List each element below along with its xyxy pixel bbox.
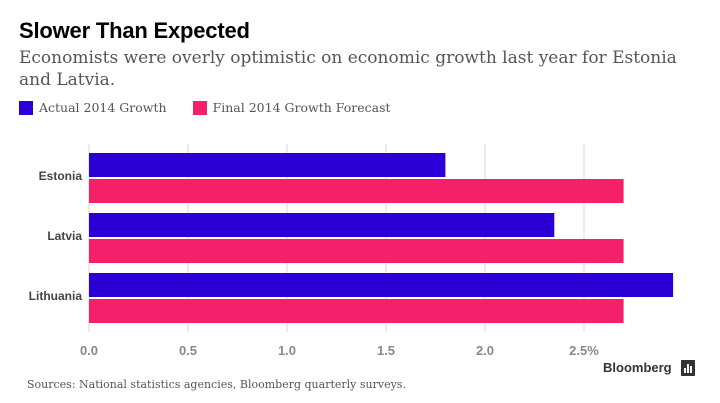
- chart-title: Slower Than Expected: [19, 18, 250, 43]
- bar-lithuania-forecast: [89, 299, 624, 323]
- bar-latvia-forecast: [89, 239, 624, 263]
- bar-latvia-actual: [89, 213, 555, 237]
- category-label-lithuania: Lithuania: [29, 289, 83, 303]
- bar-estonia-forecast: [89, 179, 624, 203]
- bar-estonia-actual: [89, 153, 446, 177]
- legend-swatch-forecast: [192, 100, 207, 115]
- legend-label-actual: Actual 2014 Growth: [39, 100, 167, 115]
- bloomberg-chart-icon: [681, 360, 695, 376]
- x-tick-label-2: 1.0: [278, 343, 296, 358]
- x-tick-label-1: 0.5: [179, 343, 197, 358]
- x-tick-label-3: 1.5: [377, 343, 395, 358]
- legend-item-forecast: Final 2014 Growth Forecast: [192, 100, 391, 115]
- chart-subtitle: Economists were overly optimistic on eco…: [19, 48, 677, 90]
- x-tick-label-5: 2.5%: [569, 343, 599, 358]
- legend-item-actual: Actual 2014 Growth: [19, 100, 167, 115]
- x-tick-label-0: 0.0: [80, 343, 98, 358]
- category-label-latvia: Latvia: [47, 229, 82, 243]
- bar-lithuania-actual: [89, 273, 674, 297]
- category-label-estonia: Estonia: [39, 169, 83, 183]
- legend-label-forecast: Final 2014 Growth Forecast: [212, 100, 391, 115]
- brand-logo: Bloomberg: [603, 360, 672, 375]
- source-note: Sources: National statistics agencies, B…: [27, 378, 406, 391]
- legend-swatch-actual: [19, 100, 33, 115]
- x-tick-label-4: 2.0: [476, 343, 494, 358]
- legend: Actual 2014 Growth Final 2014 Growth For…: [19, 100, 417, 115]
